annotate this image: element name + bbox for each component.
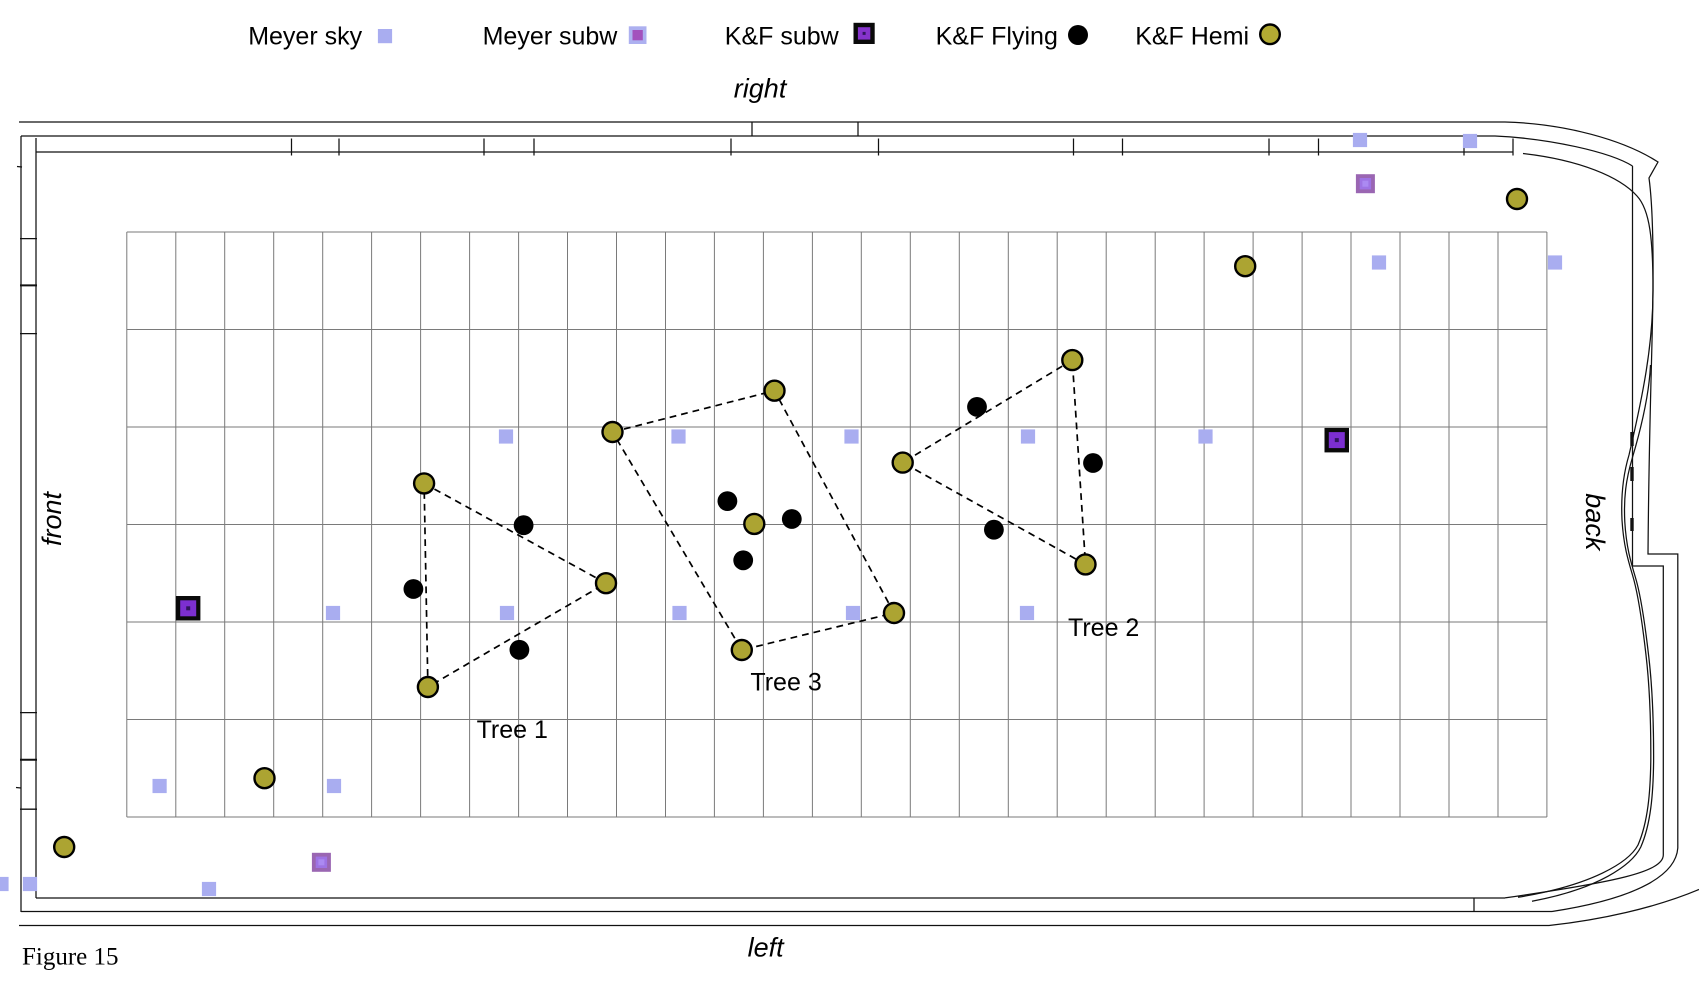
svg-text:Tree 1: Tree 1 bbox=[477, 716, 548, 744]
svg-text:Tree 2: Tree 2 bbox=[1068, 614, 1139, 642]
svg-text:Tree 3: Tree 3 bbox=[750, 668, 821, 696]
svg-text:left: left bbox=[748, 932, 786, 962]
svg-text:K&F Flying: K&F Flying bbox=[936, 23, 1058, 51]
svg-text:right: right bbox=[734, 74, 788, 104]
svg-text:Meyer sky: Meyer sky bbox=[248, 23, 362, 51]
svg-text:K&F Hemi: K&F Hemi bbox=[1135, 23, 1249, 51]
svg-text:Figure 15: Figure 15 bbox=[22, 944, 119, 971]
svg-text:back: back bbox=[1580, 493, 1610, 552]
svg-text:front: front bbox=[37, 490, 67, 546]
svg-text:K&F subw: K&F subw bbox=[725, 23, 840, 51]
svg-text:Meyer subw: Meyer subw bbox=[483, 23, 619, 51]
